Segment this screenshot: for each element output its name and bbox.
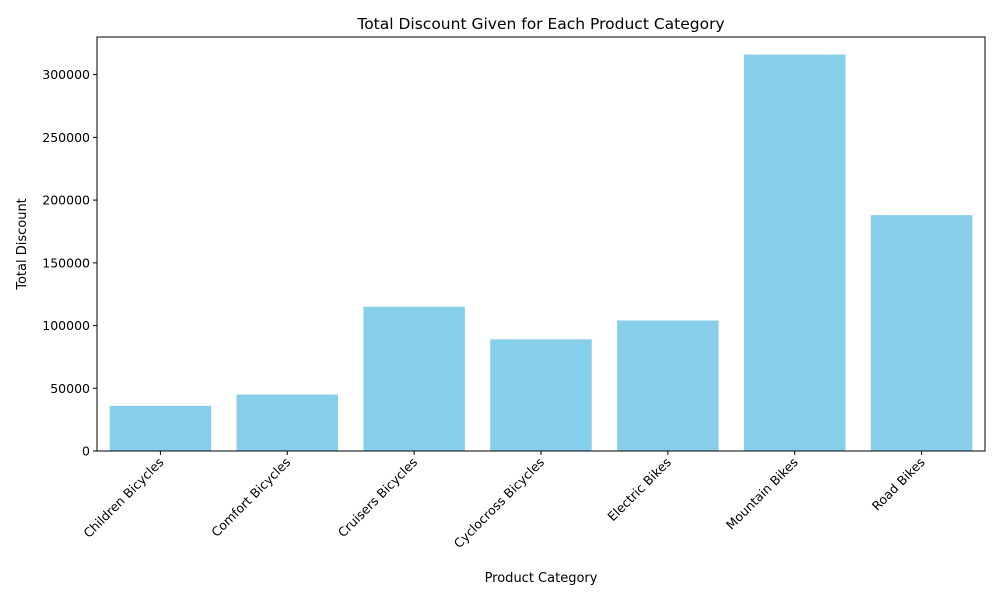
y-tick-label: 250000 bbox=[42, 130, 90, 145]
x-tick-label: Mountain Bikes bbox=[723, 455, 801, 533]
y-tick-label: 0 bbox=[82, 444, 90, 459]
bar-comfort-bicycles bbox=[236, 394, 339, 451]
x-axis-ticks: Children Bicycles Comfort Bicycles Cruiser… bbox=[80, 451, 928, 551]
bars-group bbox=[109, 54, 973, 452]
x-tick-label: Comfort Bicycles bbox=[208, 455, 293, 540]
plot-frame bbox=[96, 36, 986, 452]
bar-mountain-bikes bbox=[743, 54, 846, 452]
y-axis-title: Total Discount bbox=[15, 198, 30, 291]
bar-children-bicycles bbox=[109, 405, 212, 451]
y-tick-label: 200000 bbox=[42, 193, 90, 208]
x-tick-label: Road Bikes bbox=[869, 455, 928, 514]
chart-title: Total Discount Given for Each Product Ca… bbox=[356, 15, 724, 33]
x-tick-label: Cruisers Bicycles bbox=[335, 455, 421, 541]
bar-road-bikes bbox=[870, 215, 973, 451]
x-axis-title: Product Category bbox=[485, 571, 598, 586]
y-tick-label: 50000 bbox=[50, 381, 90, 396]
y-tick-label: 100000 bbox=[42, 318, 90, 333]
y-axis-ticks: 0 50000 100000 150000 200000 250000 300000 bbox=[42, 67, 97, 459]
bar-cyclocross-bicycles bbox=[490, 339, 592, 451]
y-tick-label: 300000 bbox=[42, 67, 90, 82]
bar-electric-bikes bbox=[617, 320, 719, 451]
bar-cruisers-bicycles bbox=[363, 306, 465, 451]
x-tick-label: Electric Bikes bbox=[604, 455, 674, 525]
y-tick-label: 150000 bbox=[42, 255, 90, 270]
x-tick-label: Children Bicycles bbox=[80, 455, 166, 541]
x-tick-label: Cyclocross Bicycles bbox=[451, 455, 547, 551]
